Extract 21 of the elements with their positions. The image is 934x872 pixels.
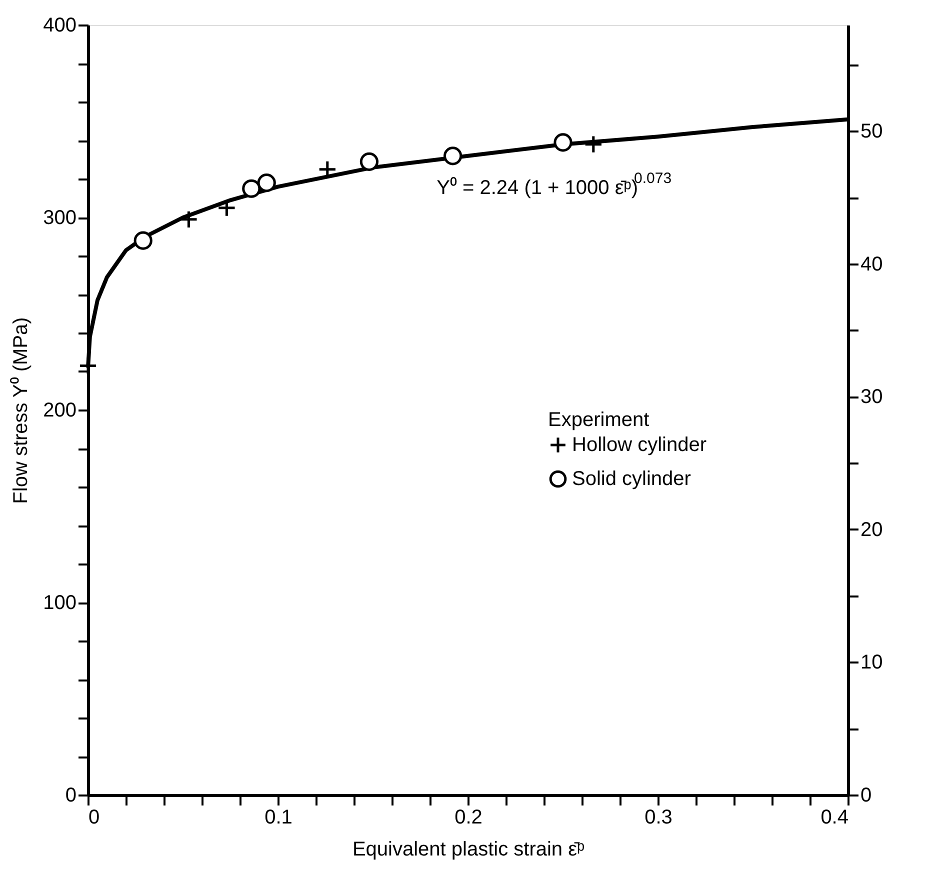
y2-tick-label: 30 bbox=[860, 386, 883, 408]
y-axis-title: Flow stress Y⁰ (MPa) bbox=[9, 317, 32, 504]
y-tick-label: 100 bbox=[43, 592, 76, 614]
y2-tick-label: 40 bbox=[860, 253, 883, 276]
x-axis-title: Equivalent plastic strain ε̄ᵖ bbox=[352, 838, 585, 860]
x-tick-label: 0.3 bbox=[644, 806, 672, 828]
y-tick-label: 400 bbox=[43, 14, 76, 36]
legend-title: Experiment bbox=[548, 409, 650, 431]
y2-tick-label: 0 bbox=[860, 784, 872, 806]
x-tick-label: 0 bbox=[88, 806, 100, 828]
y2-tick-label: 10 bbox=[860, 652, 883, 674]
y2-tick-label: 50 bbox=[860, 120, 883, 143]
y-tick-label: 300 bbox=[43, 207, 76, 229]
y-tick-label: 0 bbox=[65, 784, 76, 806]
y-tick-label: 200 bbox=[43, 400, 76, 422]
y2-tick-label: 20 bbox=[860, 518, 883, 541]
x-tick-label: 0.2 bbox=[454, 806, 482, 828]
x-tick-label: 0.1 bbox=[264, 806, 292, 828]
x-tick-label: 0.4 bbox=[820, 806, 848, 828]
legend-label: Solid cylinder bbox=[572, 468, 692, 490]
legend-label: Hollow cylinder bbox=[572, 434, 707, 456]
